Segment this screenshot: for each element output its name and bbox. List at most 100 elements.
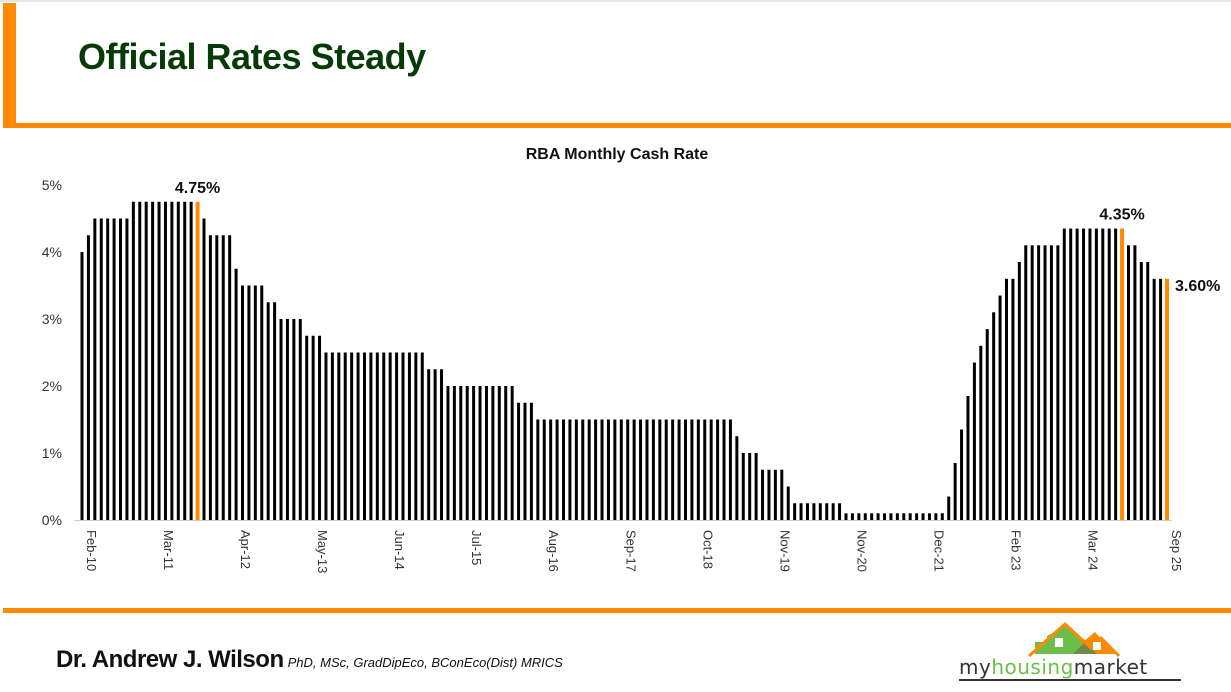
- bar: [407, 352, 411, 520]
- bar: [189, 201, 193, 520]
- bar: [703, 419, 707, 520]
- bar: [356, 352, 360, 520]
- bar: [157, 201, 161, 520]
- bar: [574, 419, 578, 520]
- bar: [452, 386, 456, 520]
- bar: [1056, 245, 1060, 521]
- bar: [1043, 245, 1047, 521]
- bar: [549, 419, 553, 520]
- bar: [562, 419, 566, 520]
- slide-title: Official Rates Steady: [78, 36, 426, 77]
- bar: [260, 285, 264, 520]
- bar: [651, 419, 655, 520]
- bar: [1069, 228, 1073, 521]
- bar: [542, 419, 546, 520]
- bar: [1017, 262, 1021, 520]
- bar: [1011, 278, 1015, 520]
- bar: [998, 295, 1002, 520]
- bar: [1024, 245, 1028, 521]
- header-accent-bar: [3, 3, 16, 128]
- y-tick-label: 3%: [42, 311, 62, 327]
- bar: [144, 201, 148, 520]
- bar: [343, 352, 347, 520]
- bar: [1133, 245, 1137, 521]
- y-tick-label: 1%: [42, 445, 62, 461]
- bar: [889, 513, 893, 520]
- bar: [279, 319, 283, 520]
- bar: [1114, 228, 1118, 521]
- author-block: Dr. Andrew J. Wilson PhD, MSc, GradDipEco…: [56, 646, 563, 674]
- bar: [876, 513, 880, 520]
- bar: [330, 352, 334, 520]
- x-tick-label: Jun-14: [392, 530, 407, 570]
- bar: [241, 285, 245, 520]
- bar: [568, 419, 572, 520]
- bar: [491, 386, 495, 520]
- bar: [465, 386, 469, 520]
- bar: [870, 513, 874, 520]
- slide-top-border: [0, 0, 1231, 2]
- bar: [446, 386, 450, 520]
- bar: [716, 419, 720, 520]
- bar: [80, 252, 84, 520]
- bar: [536, 419, 540, 520]
- myhousingmarket-logo: myhousingmarket: [959, 621, 1181, 681]
- bar: [106, 218, 110, 520]
- bar: [234, 268, 238, 520]
- bar: [202, 218, 206, 520]
- x-tick-label: Mar 24: [1086, 530, 1101, 570]
- bar: [972, 362, 976, 520]
- bar: [626, 419, 630, 520]
- bar: [555, 419, 559, 520]
- bar: [645, 419, 649, 520]
- chart-title: RBA Monthly Cash Rate: [526, 146, 709, 163]
- bar: [594, 419, 598, 520]
- bar: [472, 386, 476, 520]
- bar: [215, 235, 219, 520]
- bar: [1094, 228, 1098, 521]
- x-tick-label: Feb 23: [1008, 530, 1023, 570]
- bar: [337, 352, 341, 520]
- bar: [581, 419, 585, 520]
- bar: [786, 486, 790, 520]
- bar: [754, 453, 758, 520]
- bar: [1062, 228, 1066, 521]
- x-tick-label: Nov-19: [777, 530, 792, 572]
- bar: [420, 352, 424, 520]
- bar: [1152, 278, 1156, 520]
- bar: [221, 235, 225, 520]
- bar: [478, 386, 482, 520]
- bar: [1037, 245, 1041, 521]
- bar: [350, 352, 354, 520]
- bar: [414, 352, 418, 520]
- bar: [632, 419, 636, 520]
- bar: [510, 386, 514, 520]
- logo-text-my: my: [959, 655, 991, 679]
- bar: [748, 453, 752, 520]
- bar: [112, 218, 116, 520]
- bar: [1049, 245, 1053, 521]
- svg-text:myhousingmarket: myhousingmarket: [959, 655, 1148, 679]
- bar: [1159, 278, 1163, 520]
- x-tick-label: Feb-10: [84, 530, 99, 571]
- bar: [208, 235, 212, 520]
- bar: [683, 419, 687, 520]
- bar: [947, 496, 951, 520]
- y-tick-label: 2%: [42, 378, 62, 394]
- header-divider: [3, 123, 1231, 128]
- bar: [1126, 245, 1130, 521]
- bar: [517, 402, 521, 520]
- bar: [163, 201, 167, 520]
- bar: [658, 419, 662, 520]
- x-tick-label: Aug-16: [546, 530, 561, 572]
- bar: [606, 419, 610, 520]
- data-label: 4.75%: [175, 180, 220, 197]
- y-tick-label: 5%: [42, 177, 62, 193]
- bar: [979, 345, 983, 520]
- bar: [587, 419, 591, 520]
- x-tick-label: Mar-11: [161, 530, 176, 570]
- bar: [767, 469, 771, 520]
- bar: [324, 352, 328, 520]
- bar: [433, 369, 437, 520]
